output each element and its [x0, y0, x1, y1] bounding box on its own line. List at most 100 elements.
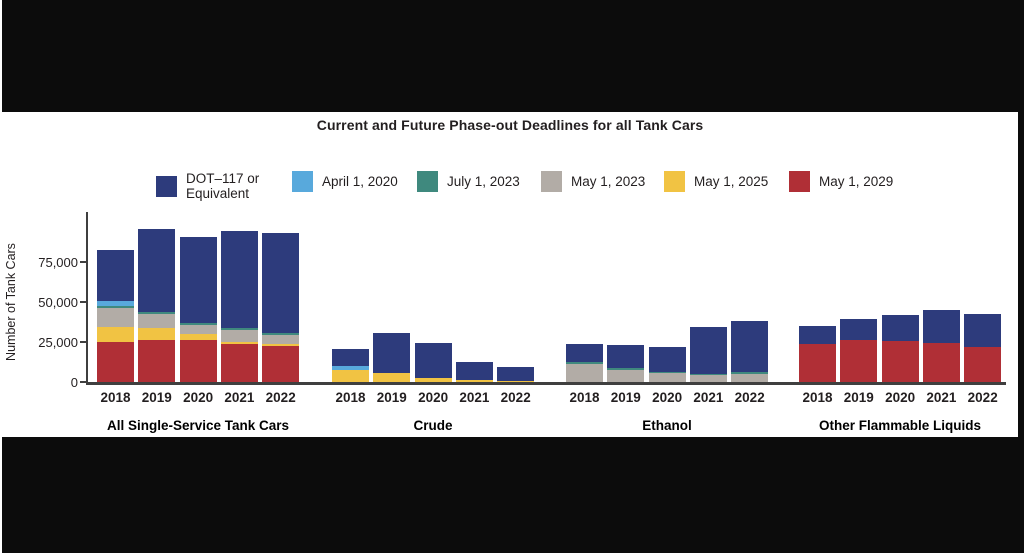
legend-swatch-may-2023: [541, 171, 562, 192]
chart-panel: Current and Future Phase-out Deadlines f…: [2, 112, 1018, 437]
y-axis-line: [86, 212, 88, 385]
bar-segment-may_2029: [881, 340, 919, 382]
bar-segment-dot117: [220, 230, 258, 328]
bar-segment-may_2025: [262, 343, 300, 346]
year-label: 2018: [569, 390, 600, 405]
bar-segment-may_2023: [179, 324, 217, 334]
year-label: 2020: [652, 390, 683, 405]
year-label: 2022: [734, 390, 765, 405]
bar-segment-jul_2023: [731, 372, 769, 375]
bar-segment-dot117: [689, 326, 727, 374]
year-label: 2021: [224, 390, 255, 405]
bar-segment-dot117: [922, 310, 960, 343]
year-label: 2022: [500, 390, 531, 405]
bar-segment-dot117: [414, 343, 452, 378]
year-label: 2021: [459, 390, 490, 405]
x-axis-line: [86, 382, 1006, 385]
bar-segment-dot117: [648, 346, 686, 373]
bar-segment-may_2029: [220, 343, 258, 382]
bar-segment-jul_2023: [262, 332, 300, 335]
bar-segment-may_2025: [220, 341, 258, 344]
y-tick-mark: [80, 341, 86, 343]
legend-swatch-may-2029: [789, 171, 810, 192]
bar-segment-dot117: [373, 333, 411, 374]
bar-segment-may_2023: [731, 374, 769, 382]
legend-swatch-dot117: [156, 175, 177, 197]
bar-segment-may_2023: [648, 373, 686, 382]
bar-segment-may_2025: [455, 380, 493, 382]
left-edge-highlight: [0, 0, 2, 553]
bar-segment-jul_2023: [607, 367, 645, 370]
bar-segment-may_2029: [799, 343, 836, 382]
legend-item-may-2025: May 1, 2025: [664, 171, 768, 192]
bar-segment-dot117: [566, 344, 603, 362]
bar-segment-dot117: [799, 326, 836, 344]
legend-label-dot117: DOT–117 or Equivalent: [186, 171, 260, 201]
bar-segment-may_2029: [138, 339, 176, 382]
bar-segment-may_2023: [220, 329, 258, 342]
year-label: 2020: [418, 390, 449, 405]
y-tick-mark: [80, 381, 86, 383]
bar-segment-may_2025: [414, 378, 452, 382]
bar-segment-dot117: [607, 344, 645, 368]
year-label: 2020: [183, 390, 214, 405]
bar-segment-dot117: [179, 237, 217, 323]
bar-segment-may_2023: [138, 313, 176, 328]
bar-segment-may_2025: [497, 381, 535, 383]
legend-label-july-2023: July 1, 2023: [447, 174, 520, 189]
bar-segment-dot117: [332, 348, 369, 367]
bar-segment-may_2025: [97, 326, 134, 342]
bar-segment-dot117: [840, 318, 878, 340]
legend-item-may-2029: May 1, 2029: [789, 171, 893, 192]
bar-segment-dot117: [497, 366, 535, 382]
bar-segment-dot117: [138, 229, 176, 312]
group-label: Ethanol: [642, 418, 692, 433]
bar-segment-jul_2023: [648, 372, 686, 374]
legend-item-april-2020: April 1, 2020: [292, 171, 398, 192]
chart-title: Current and Future Phase-out Deadlines f…: [316, 117, 704, 133]
year-label: 2021: [926, 390, 957, 405]
year-label: 2022: [967, 390, 998, 405]
year-label: 2022: [265, 390, 296, 405]
y-tick-mark: [80, 261, 86, 263]
bar-segment-may_2025: [373, 373, 411, 382]
bar-segment-may_2029: [922, 342, 960, 382]
bar-segment-apr_2020: [97, 301, 134, 306]
bar-segment-jul_2023: [179, 322, 217, 325]
bar-segment-may_2025: [138, 327, 176, 340]
bar-segment-may_2029: [97, 342, 134, 382]
year-label: 2019: [610, 390, 641, 405]
bar-segment-may_2023: [689, 374, 727, 382]
bar-segment-jul_2023: [220, 327, 258, 330]
y-tick-label: 25,000: [38, 334, 78, 350]
bar-segment-jul_2023: [97, 305, 134, 308]
legend-label-may-2025: May 1, 2025: [694, 174, 769, 189]
legend-swatch-july-2023: [417, 171, 438, 192]
legend-item-dot117: DOT–117 or Equivalent: [156, 171, 259, 201]
bar-segment-apr_2020: [332, 366, 369, 370]
bar-segment-may_2025: [332, 370, 369, 382]
bar-segment-may_2029: [840, 339, 878, 382]
y-tick-label: 75,000: [38, 254, 78, 270]
bar-segment-may_2029: [179, 339, 217, 382]
legend-label-may-2023: May 1, 2023: [571, 174, 646, 189]
bar-segment-dot117: [881, 315, 919, 341]
year-label: 2019: [141, 390, 172, 405]
bar-segment-may_2029: [262, 346, 300, 382]
plot-area: 0 25,000 50,000 75,000 2018 2019 2020 2021 2022 A…: [2, 112, 1018, 437]
group-label: Crude: [413, 418, 453, 433]
group-label: Other Flammable Liquids: [818, 418, 982, 433]
legend-item-may-2023: May 1, 2023: [541, 171, 645, 192]
bar-segment-may_2025: [179, 333, 217, 340]
y-tick-label: 50,000: [38, 294, 78, 310]
bar-segment-dot117: [731, 321, 769, 373]
bar-segment-jul_2023: [689, 373, 727, 375]
bar-segment-may_2023: [566, 363, 603, 382]
year-label: 2021: [693, 390, 724, 405]
bar-segment-dot117: [964, 314, 1002, 347]
bar-segment-dot117: [455, 361, 493, 381]
year-label: 2019: [376, 390, 407, 405]
year-label: 2019: [843, 390, 874, 405]
bar-segment-may_2029: [964, 346, 1002, 382]
year-label: 2018: [100, 390, 131, 405]
